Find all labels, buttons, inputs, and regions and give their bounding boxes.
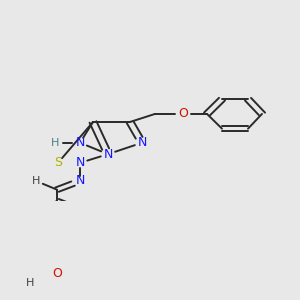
Text: N: N [75, 175, 85, 188]
Text: N: N [75, 136, 85, 149]
Text: O: O [178, 107, 188, 120]
Text: H: H [26, 278, 34, 288]
Text: N: N [75, 156, 85, 170]
Text: N: N [103, 148, 113, 160]
Text: O: O [52, 267, 62, 280]
Text: S: S [54, 156, 62, 170]
Text: H: H [32, 176, 40, 186]
Text: N: N [137, 136, 147, 149]
Text: H: H [51, 138, 59, 148]
